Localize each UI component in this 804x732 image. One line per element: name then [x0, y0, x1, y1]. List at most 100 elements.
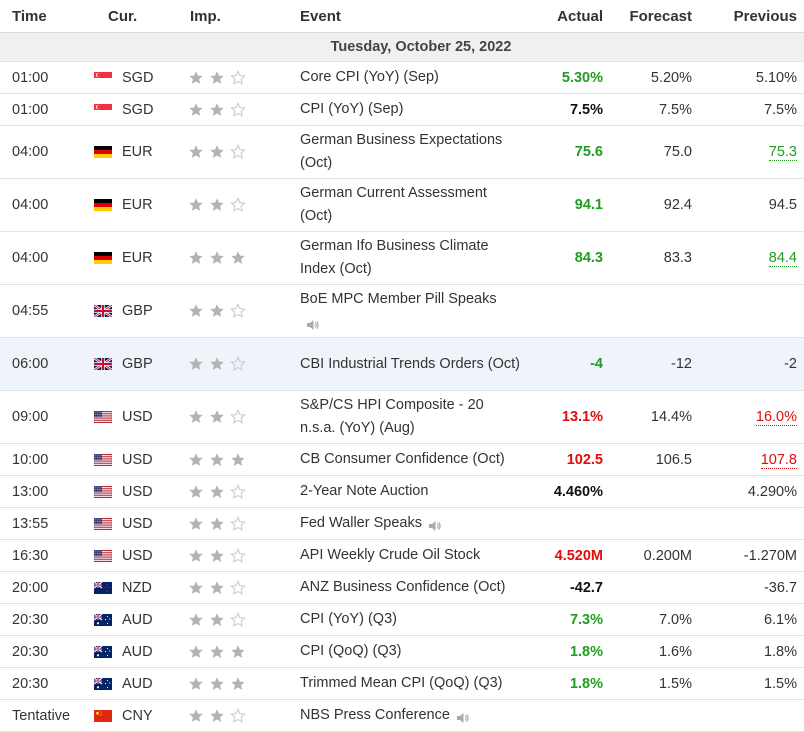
event-name[interactable]: CB Consumer Confidence (Oct): [300, 451, 505, 467]
previous-value[interactable]: 75.3: [768, 144, 797, 161]
table-row[interactable]: 20:30 AUD Trimmed Mean CPI (QoQ) (Q3) 1.8% 1…: [0, 667, 804, 700]
event-name[interactable]: German Ifo Business Climate Index (Oct): [300, 238, 489, 277]
star-filled-icon: [188, 612, 204, 628]
table-row[interactable]: 13:55 USD Fed Waller Speaks: [0, 507, 804, 540]
alert-cell: [801, 337, 804, 391]
event-name[interactable]: German Current Assessment (Oct): [300, 185, 487, 224]
table-row[interactable]: 01:00 SGD CPI (YoY) (Sep) 7.5% 7.5% 7.5%: [0, 93, 804, 126]
forecast-value: 7.5%: [607, 93, 694, 126]
star-empty-icon: [230, 611, 246, 628]
table-row[interactable]: Tentative CNY NBS Press Conference: [0, 699, 804, 732]
star-filled-icon: [188, 452, 204, 468]
event-name[interactable]: Core CPI (YoY) (Sep): [300, 69, 439, 85]
event-name[interactable]: API Weekly Crude Oil Stock: [300, 547, 481, 563]
event-time: 20:30: [0, 667, 94, 700]
forecast-value: [607, 507, 694, 540]
table-row[interactable]: 04:00 EUR German Current Assessment (Oct) 9…: [0, 178, 804, 232]
currency-cell: EUR: [94, 125, 188, 179]
actual-value: 4.460%: [525, 475, 607, 508]
star-filled-icon: [188, 144, 204, 160]
event-name[interactable]: S&P/CS HPI Composite - 20 n.s.a. (YoY) (…: [300, 397, 484, 436]
table-row[interactable]: 10:00 USD CB Consumer Confidence (Oct) 102.…: [0, 443, 804, 476]
star-filled-icon: [188, 644, 204, 660]
importance-stars: [188, 125, 300, 179]
header-previous[interactable]: Previous: [694, 0, 801, 33]
previous-value[interactable]: 84.4: [768, 250, 797, 267]
us-flag-icon: [94, 549, 112, 562]
actual-value: 7.3%: [525, 603, 607, 636]
event-name[interactable]: CBI Industrial Trends Orders (Oct): [300, 355, 520, 372]
star-empty-icon: [230, 302, 246, 319]
table-row[interactable]: 06:00 GBP CBI Industrial Trends Orders (Oc…: [0, 337, 804, 391]
event-name[interactable]: Trimmed Mean CPI (QoQ) (Q3): [300, 675, 503, 691]
table-row[interactable]: 13:00 USD 2-Year Note Auction 4.460% 4.290%: [0, 475, 804, 508]
previous-cell: 6.1%: [694, 603, 801, 636]
event-time: 04:00: [0, 231, 94, 285]
star-empty-icon: [230, 483, 246, 500]
star-filled-icon: [188, 250, 204, 266]
table-row[interactable]: 04:00 EUR German Ifo Business Climate Inde…: [0, 231, 804, 285]
previous-cell: -1.270M: [694, 539, 801, 572]
currency-cell: SGD: [94, 61, 188, 94]
forecast-value: [607, 284, 694, 338]
table-row[interactable]: 20:30 AUD CPI (YoY) (Q3) 7.3% 7.0% 6.1%: [0, 603, 804, 636]
forecast-value: 83.3: [607, 231, 694, 285]
previous-cell: [694, 507, 801, 540]
event-name[interactable]: German Business Expectations (Oct): [300, 132, 503, 171]
event-name[interactable]: CPI (YoY) (Sep): [300, 101, 404, 117]
table-row[interactable]: 20:30 AUD CPI (QoQ) (Q3) 1.8% 1.6% 1.8%: [0, 635, 804, 668]
previous-value: 1.5%: [763, 675, 797, 692]
importance-stars: [188, 539, 300, 572]
star-filled-icon: [209, 102, 225, 118]
forecast-value: [607, 699, 694, 732]
star-empty-icon: [230, 355, 246, 372]
star-filled-icon: [188, 409, 204, 425]
event-name[interactable]: NBS Press Conference: [300, 707, 450, 723]
star-filled-icon: [188, 516, 204, 532]
header-importance[interactable]: Imp.: [188, 0, 300, 33]
table-row[interactable]: 16:30 USD API Weekly Crude Oil Stock 4.520M…: [0, 539, 804, 572]
importance-stars: [188, 603, 300, 636]
actual-value: [525, 284, 607, 338]
de-flag-icon: [94, 146, 112, 158]
previous-value[interactable]: 107.8: [760, 451, 797, 469]
importance-stars: [188, 390, 300, 444]
event-time: 01:00: [0, 61, 94, 94]
currency-cell: NZD: [94, 571, 188, 604]
previous-cell: 5.10%: [694, 61, 801, 94]
speaker-icon[interactable]: [456, 709, 470, 724]
event-name[interactable]: CPI (YoY) (Q3): [300, 611, 397, 627]
star-filled-icon: [230, 250, 246, 266]
previous-cell: 84.4: [694, 231, 801, 285]
header-row: Time Cur. Imp. Event Actual Forecast Pre…: [0, 0, 804, 33]
alert-cell: [801, 390, 804, 444]
header-actual[interactable]: Actual: [525, 0, 607, 33]
speaker-icon[interactable]: [306, 316, 320, 331]
currency-code: USD: [122, 451, 153, 468]
table-row[interactable]: 04:55 GBP BoE MPC Member Pill Speaks: [0, 284, 804, 338]
header-event[interactable]: Event: [300, 0, 525, 33]
header-time[interactable]: Time: [0, 0, 94, 33]
table-row[interactable]: 01:00 SGD Core CPI (YoY) (Sep) 5.30% 5.20% 5.…: [0, 61, 804, 94]
actual-value: 13.1%: [525, 390, 607, 444]
event-name[interactable]: 2-Year Note Auction: [300, 483, 429, 499]
speaker-icon[interactable]: [428, 517, 442, 532]
event-name[interactable]: CPI (QoQ) (Q3): [300, 643, 402, 659]
table-row[interactable]: 20:00 NZD ANZ Business Confidence (Oct) -42…: [0, 571, 804, 604]
event-name[interactable]: ANZ Business Confidence (Oct): [300, 579, 506, 595]
previous-value[interactable]: 16.0%: [755, 409, 797, 426]
event-name[interactable]: BoE MPC Member Pill Speaks: [300, 291, 497, 307]
header-currency[interactable]: Cur.: [94, 0, 188, 33]
gb-flag-icon: [94, 305, 112, 317]
nz-flag-icon: [94, 581, 112, 594]
star-empty-icon: [230, 707, 246, 724]
table-row[interactable]: 09:00 USD S&P/CS HPI Composite - 20 n.s.a.…: [0, 390, 804, 444]
event-name[interactable]: Fed Waller Speaks: [300, 515, 422, 531]
event-cell: German Current Assessment (Oct): [300, 178, 525, 232]
importance-stars: [188, 475, 300, 508]
event-time: 04:55: [0, 284, 94, 338]
table-row[interactable]: 04:00 EUR German Business Expectations (Oc…: [0, 125, 804, 179]
currency-cell: USD: [94, 475, 188, 508]
header-forecast[interactable]: Forecast: [607, 0, 694, 33]
